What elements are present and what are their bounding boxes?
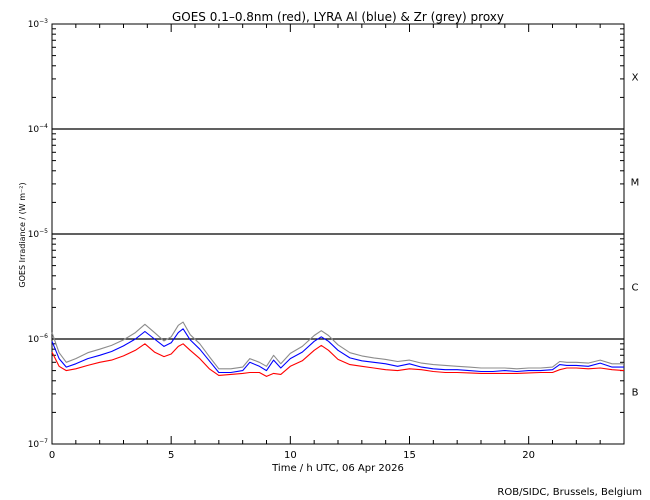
flare-class-label: C <box>632 283 639 294</box>
series-line-lyra-zr <box>51 321 624 370</box>
x-tick-label: 15 <box>403 450 416 461</box>
x-tick-label: 20 <box>522 450 535 461</box>
flare-class-label: B <box>632 388 639 399</box>
flare-class-label: X <box>632 73 639 84</box>
plot-area: 0 5 10 15 20 10−7 10−6 10−5 10−4 10−3 B C M X <box>28 18 640 461</box>
chart-title: GOES 0.1–0.8nm (red), LYRA Al (blue) & Z… <box>172 10 504 24</box>
y-tick-label: 10−3 <box>28 18 48 30</box>
x-tick-label: 0 <box>49 450 55 461</box>
x-axis-label: Time / h UTC, 06 Apr 2026 <box>271 463 404 474</box>
footer-credit: ROB/SIDC, Brussels, Belgium <box>497 487 642 498</box>
y-tick-label: 10−6 <box>28 333 48 345</box>
y-tick-label: 10−7 <box>28 438 48 450</box>
series-line-lyra-al <box>51 328 624 374</box>
x-tick-label: 10 <box>284 450 297 461</box>
y-tick-label: 10−4 <box>28 123 48 135</box>
flare-class-label: M <box>631 178 640 189</box>
y-tick-label: 10−5 <box>28 228 48 240</box>
y-axis-label: GOES Irradiance / (W m⁻²) <box>18 182 27 287</box>
series-line-goes-0-1-0-8nm <box>51 343 625 377</box>
x-tick-label: 5 <box>168 450 174 461</box>
